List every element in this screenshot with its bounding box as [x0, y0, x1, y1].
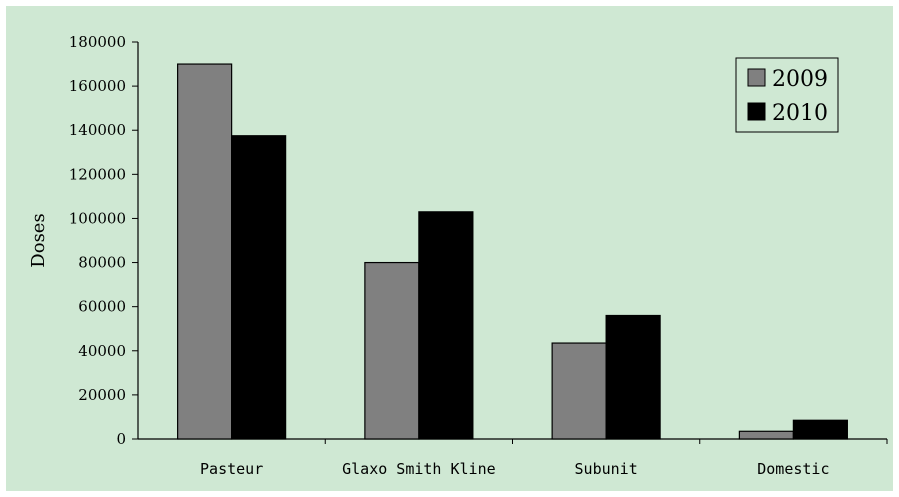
- y-tick-label: 80000: [78, 254, 126, 272]
- legend-label: 2009: [772, 67, 828, 92]
- x-tick-label: Glaxo Smith Kline: [342, 460, 496, 478]
- bar-2009: [738, 430, 794, 440]
- bar-chart: 0 20000 40000 60000 80000 100000 120000 140000 1…: [28, 33, 888, 478]
- x-tick-label: Pasteur: [200, 460, 263, 478]
- y-tick-label: 100000: [69, 209, 126, 227]
- legend-swatch: [747, 68, 766, 87]
- chart-area: 0 20000 40000 60000 80000 100000 120000 140000 1…: [6, 6, 893, 491]
- bar-2009: [551, 342, 607, 440]
- x-axis: Pasteur Glaxo Smith Kline Subunit Domestic: [138, 438, 888, 478]
- y-tick-label: 0: [116, 430, 126, 448]
- bar-2010: [418, 211, 474, 440]
- y-tick-label: 40000: [78, 342, 126, 360]
- y-tick-label: 120000: [69, 165, 126, 183]
- x-tick-label: Domestic: [757, 460, 829, 478]
- x-tick-label: Subunit: [575, 460, 638, 478]
- legend-swatch: [747, 102, 766, 121]
- bar-2010: [792, 419, 848, 440]
- bar-2009: [364, 261, 420, 440]
- y-tick-label: 20000: [78, 386, 126, 404]
- legend-box: [735, 57, 839, 133]
- bar-2009: [177, 63, 233, 440]
- bar-2010: [605, 314, 661, 440]
- y-tick-label: 140000: [69, 121, 126, 139]
- y-tick-label: 60000: [78, 298, 126, 316]
- y-tick-label: 180000: [69, 33, 126, 51]
- y-axis-title: Doses: [28, 213, 49, 267]
- y-tick-label: 160000: [69, 77, 126, 95]
- y-axis: 0 20000 40000 60000 80000 100000 120000 140000 1…: [69, 33, 139, 448]
- legend-label: 2010: [772, 101, 828, 126]
- bar-2010: [231, 135, 287, 440]
- legend: 2009 2010: [735, 57, 839, 133]
- bars: [177, 63, 848, 440]
